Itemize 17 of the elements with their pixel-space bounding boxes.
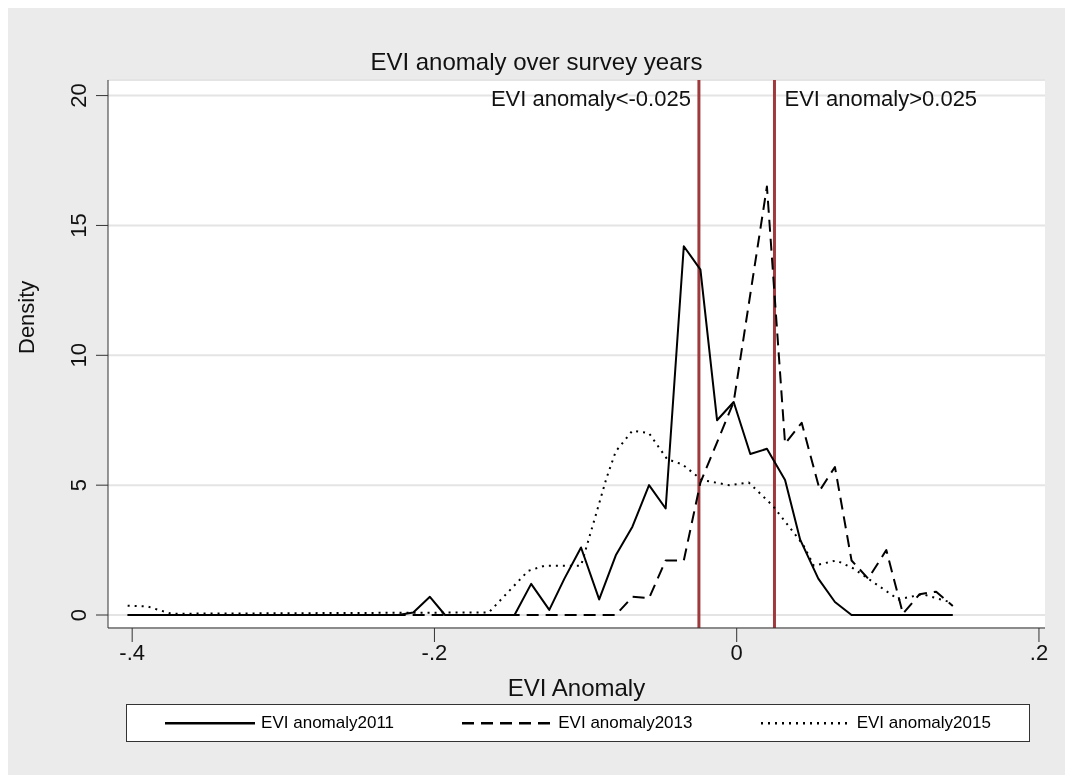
ref-line-label: EVI anomaly>0.025 [784, 86, 978, 111]
ref-line-label: EVI anomaly<-0.025 [490, 86, 691, 111]
y-axis-title: Density [13, 280, 39, 354]
y-tick-label: 20 [66, 83, 91, 108]
x-tick-label: 0 [730, 639, 743, 665]
legend-label: EVI anomaly2011 [261, 713, 395, 733]
legend-label: EVI anomaly2013 [558, 713, 693, 733]
y-tick-label: 5 [66, 479, 91, 492]
y-tick-label: 15 [66, 213, 91, 238]
y-tick-label: 10 [66, 343, 91, 368]
y-tick-label: 0 [66, 608, 91, 622]
x-axis-title: EVI Anomaly [507, 674, 646, 701]
chart-title: EVI anomaly over survey years [369, 48, 704, 76]
legend-label: EVI anomaly2015 [856, 713, 991, 733]
x-tick-label: -.4 [119, 639, 146, 665]
x-tick-label: -.2 [421, 639, 448, 665]
x-tick-label: .2 [1029, 639, 1049, 665]
